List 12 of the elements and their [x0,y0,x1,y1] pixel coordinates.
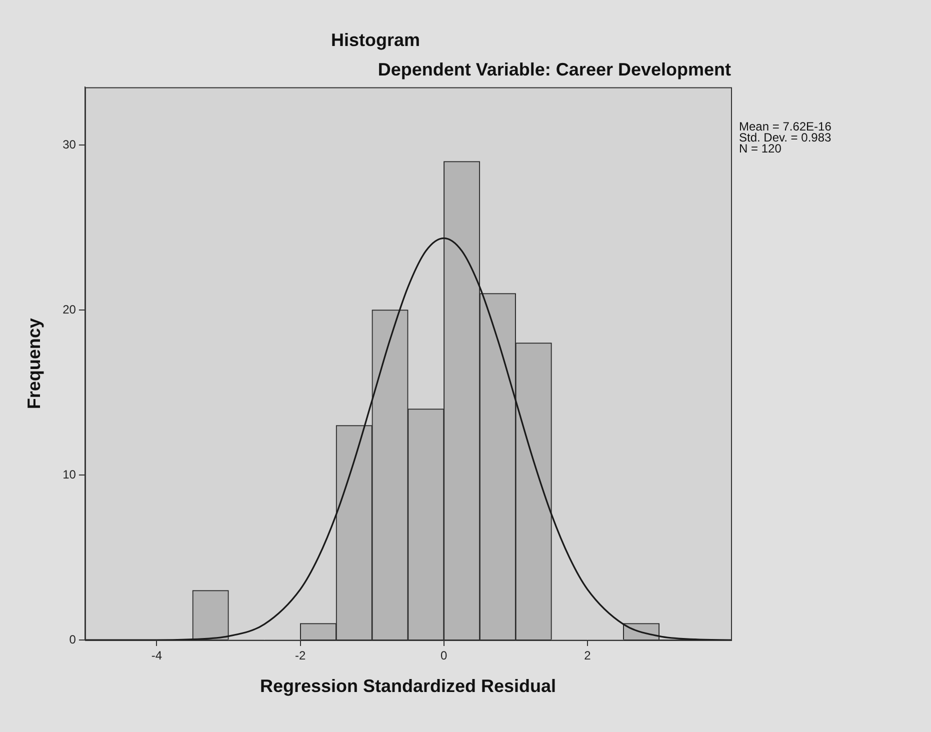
x-tick-label: -2 [294,648,306,663]
x-tick-label: 2 [584,648,592,663]
y-tick-label: 30 [62,137,76,152]
x-tick-label: -4 [151,648,162,663]
y-tick-label: 0 [69,632,76,646]
y-axis-title: Frequency [24,318,44,410]
x-axis-title: Regression Standardized Residual [260,676,556,696]
x-tick-label: 0 [440,648,448,663]
chart-subtitle: Dependent Variable: Career Development [378,59,731,80]
y-tick-label: 20 [62,302,76,316]
y-tick-label: 10 [62,467,76,482]
chart-title: Histogram [330,30,420,50]
